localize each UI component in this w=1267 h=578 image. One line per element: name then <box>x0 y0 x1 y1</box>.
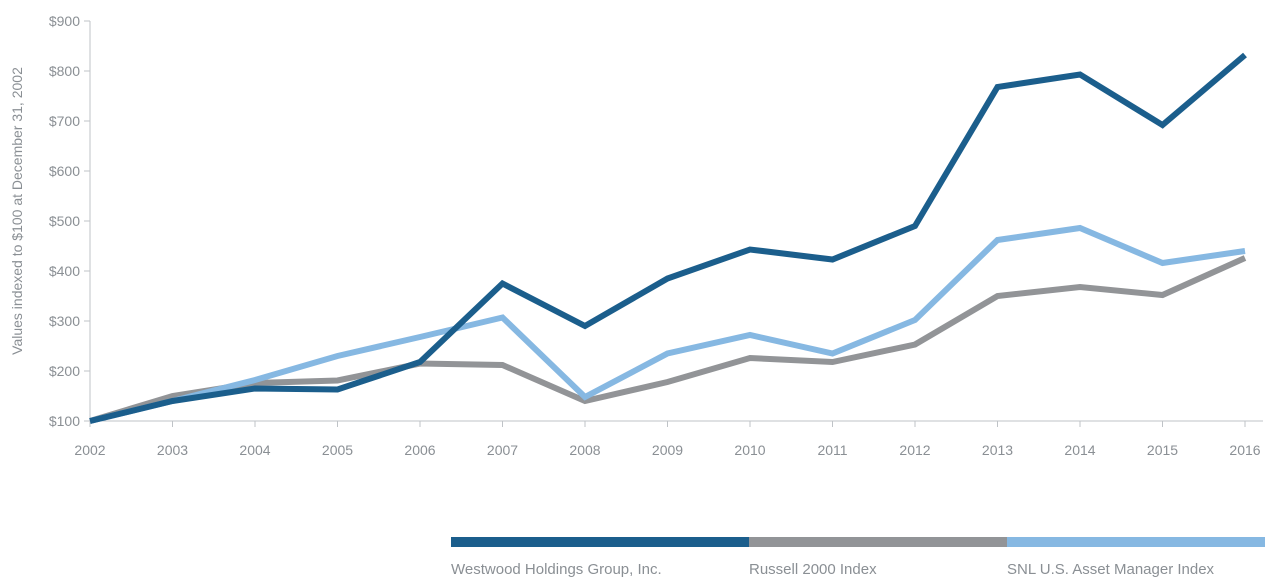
x-tick-label: 2009 <box>652 442 683 458</box>
x-tick-label: 2005 <box>322 442 353 458</box>
x-tick-label: 2014 <box>1064 442 1095 458</box>
y-tick-label: $100 <box>49 413 80 429</box>
x-tick-label: 2011 <box>817 442 847 458</box>
y-tick-label: $700 <box>49 113 80 129</box>
legend-label-snl: SNL U.S. Asset Manager Index <box>1007 561 1215 578</box>
y-tick-label: $400 <box>49 263 80 279</box>
series-line-1 <box>89 255 1247 424</box>
plot-area: $100 $200 $300 $400 $500 $600 $700 $800 $900 2002… <box>49 13 1263 458</box>
x-tick-label: 2013 <box>982 442 1013 458</box>
legend-item-westwood: Westwood Holdings Group, Inc. <box>451 537 749 578</box>
legend-item-russell: Russell 2000 Index <box>749 537 1007 578</box>
legend-item-snl: SNL U.S. Asset Manager Index <box>1007 537 1265 578</box>
y-tick-label: $800 <box>49 63 80 79</box>
legend-swatch-westwood <box>451 537 749 547</box>
x-tick-label: 2008 <box>569 442 600 458</box>
y-tick-label: $200 <box>49 363 80 379</box>
legend-swatch-russell <box>749 537 1007 547</box>
x-tick-label: 2002 <box>74 442 105 458</box>
y-tick-label: $600 <box>49 163 80 179</box>
legend-label-westwood: Westwood Holdings Group, Inc. <box>451 561 662 578</box>
x-tick-label: 2010 <box>734 442 765 458</box>
x-tick-label: 2015 <box>1147 442 1178 458</box>
series-line-0 <box>89 52 1247 424</box>
y-tick-label: $300 <box>49 313 80 329</box>
y-tick-label: $500 <box>49 213 80 229</box>
legend-swatch-snl <box>1007 537 1265 547</box>
y-tick-label: $900 <box>49 13 80 29</box>
y-axis-label: Values indexed to $100 at December 31, 2… <box>9 67 25 355</box>
x-tick-label: 2006 <box>404 442 435 458</box>
x-tick-label: 2012 <box>899 442 930 458</box>
series-line-2 <box>89 224 1246 424</box>
x-tick-label: 2016 <box>1229 442 1260 458</box>
x-tick-label: 2004 <box>239 442 270 458</box>
x-tick-label: 2003 <box>157 442 188 458</box>
x-tick-label: 2007 <box>487 442 518 458</box>
legend-label-russell: Russell 2000 Index <box>749 561 877 578</box>
